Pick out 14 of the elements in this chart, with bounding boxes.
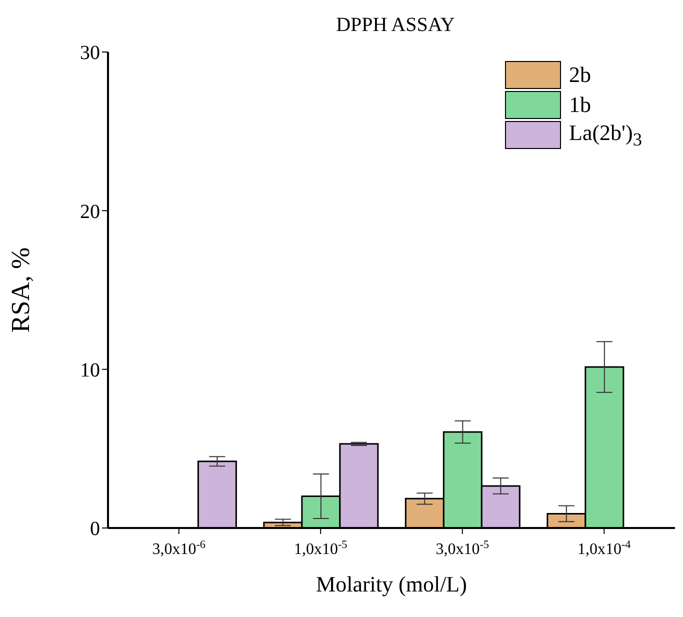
x-tick-label: 1,0x10$^{-4}$ — [577, 539, 632, 558]
y-tick-label: 0 — [90, 518, 100, 540]
x-tick-label: 3,0x10$^{-5}$ — [436, 539, 490, 558]
x-axis-title: Molarity (mol/L) — [316, 572, 467, 597]
y-tick-label: 30 — [80, 42, 100, 64]
legend-label: 2b — [569, 62, 591, 87]
x-tick-label: 1,0x10$^{-5}$ — [294, 539, 348, 558]
chart-title: DPPH ASSAY — [335, 14, 456, 37]
legend-label: 1b — [569, 92, 591, 117]
y-tick-label: 10 — [80, 359, 100, 382]
x-tick-label: 3,0x10$^{-6}$ — [152, 539, 206, 558]
legend-label: La(2b')$_{3}$ — [569, 120, 642, 150]
y-tick-label: 20 — [80, 200, 100, 223]
y-axis-title: RSA, % — [6, 247, 36, 333]
